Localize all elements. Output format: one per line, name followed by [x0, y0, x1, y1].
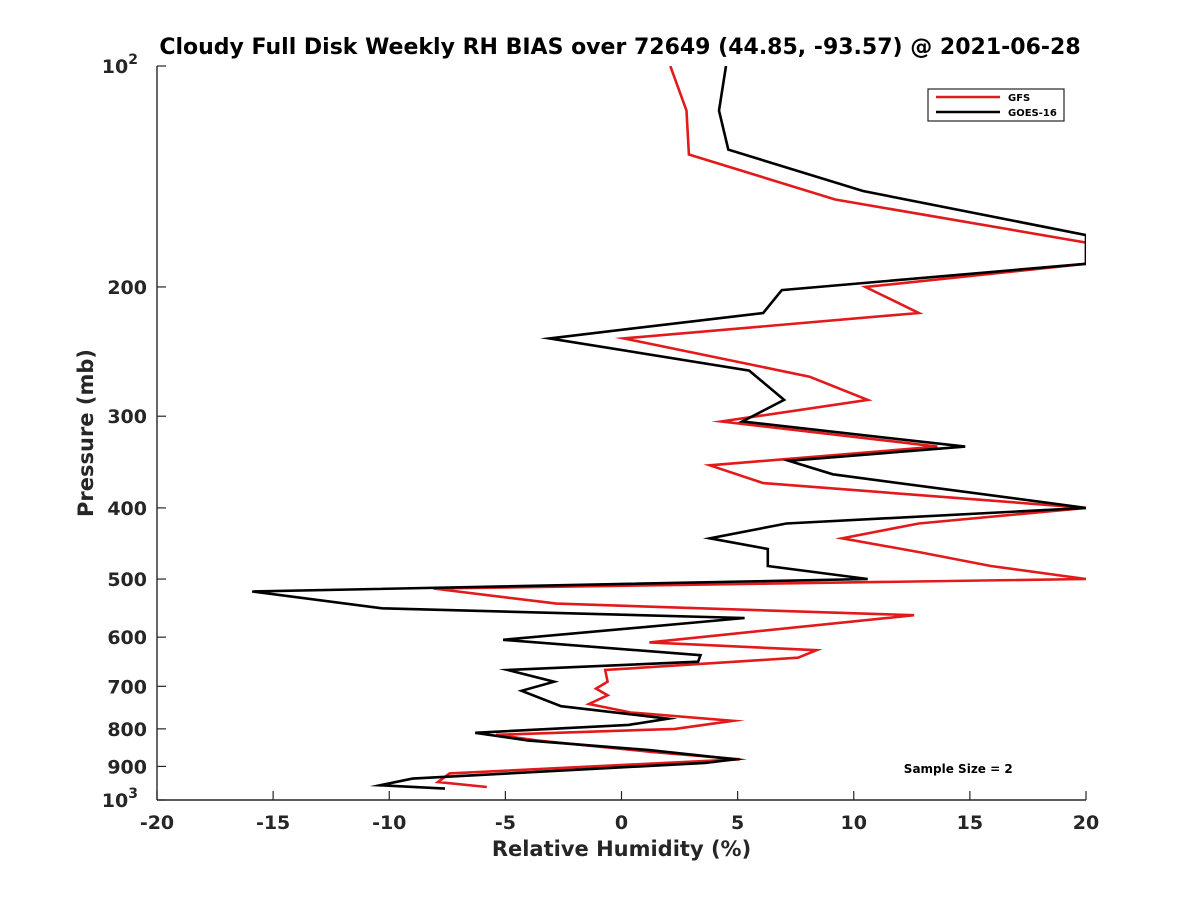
y-tick-label: 200 [107, 277, 147, 299]
plot-area [157, 66, 1086, 800]
y-tick-label: 800 [107, 719, 147, 741]
x-tick-label: 5 [731, 812, 744, 834]
y-tick-label: 102 [102, 52, 138, 78]
x-tick-label: 0 [615, 812, 628, 834]
axes-layer [156, 65, 1087, 801]
y-tick-label: 600 [107, 627, 147, 649]
y-tick-label: 500 [107, 569, 147, 591]
y-tick-label: 300 [107, 406, 147, 428]
legend-entry: GOES-16 [1008, 108, 1057, 119]
legend-entry: GFS [1008, 93, 1030, 104]
chart-title: Cloudy Full Disk Weekly RH BIAS over 726… [159, 35, 1080, 60]
x-axis-label: Relative Humidity (%) [492, 837, 751, 861]
x-tick-label: 20 [1073, 812, 1099, 834]
x-tick-label: -5 [495, 812, 516, 834]
series-line-goes-16 [252, 66, 1086, 790]
x-tick-label: 15 [957, 812, 983, 834]
legend: GFS GOES-16 [927, 88, 1065, 122]
series-layer [252, 66, 1086, 790]
legend-box [927, 88, 1065, 122]
y-tick-label: 700 [107, 676, 147, 698]
tick-labels: -20 -15 -10 -5 0 5 10 15 20 102 200 300 400 500 600 700… [102, 52, 1099, 834]
y-tick-label: 400 [107, 498, 147, 520]
x-tick-label: -10 [372, 812, 406, 834]
x-tick-label: 10 [841, 812, 867, 834]
y-tick-label: 103 [102, 786, 138, 812]
annotations: Sample Size = 2 [904, 762, 1013, 776]
x-tick-label: -15 [256, 812, 290, 834]
y-axis-label: Pressure (mb) [74, 349, 98, 517]
y-tick-label: 900 [107, 756, 147, 778]
sample-size-annotation: Sample Size = 2 [904, 762, 1013, 776]
x-tick-label: -20 [140, 812, 174, 834]
series-line-gfs [433, 66, 1086, 789]
